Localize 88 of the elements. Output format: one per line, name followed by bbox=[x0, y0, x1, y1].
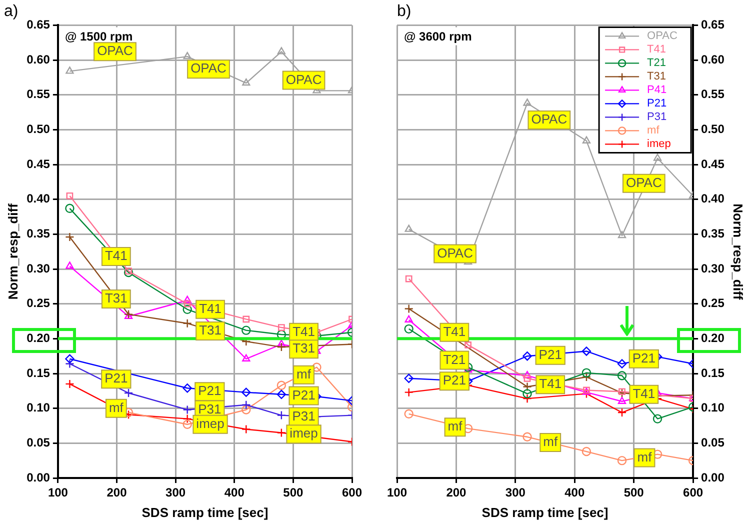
annotation: OPAC bbox=[437, 245, 473, 260]
legend-label: mf bbox=[647, 124, 660, 137]
y-tick-label: 0.05 bbox=[26, 435, 50, 450]
x-tick-label: 500 bbox=[283, 486, 304, 500]
y-tick-label: 0.40 bbox=[701, 192, 725, 206]
annotation: T41 bbox=[104, 248, 128, 264]
annotation: T41 bbox=[199, 300, 222, 316]
y-tick-label: 0.45 bbox=[26, 156, 50, 171]
x-tick-label: 100 bbox=[386, 486, 408, 500]
annotation: mf bbox=[296, 366, 312, 382]
y-tick-label: 0.35 bbox=[701, 226, 725, 240]
y-tick-label: 0.10 bbox=[701, 400, 725, 415]
annotation: P21 bbox=[538, 346, 562, 362]
y-tick-label: 0.00 bbox=[701, 470, 725, 484]
y-tick-label: 0.25 bbox=[701, 296, 725, 310]
annotation: mf bbox=[637, 449, 652, 464]
y-tick-label: 0.25 bbox=[26, 296, 50, 310]
y-tick-label: 0.60 bbox=[26, 52, 50, 66]
chart-title: b) bbox=[397, 3, 412, 20]
annotation: T41 bbox=[539, 376, 562, 392]
legend-label: T31 bbox=[647, 70, 666, 83]
annotation: OPAC bbox=[626, 174, 662, 190]
legend-label: P41 bbox=[647, 84, 667, 96]
y-tick-label: 0.65 bbox=[26, 18, 50, 32]
annotation: OPAC bbox=[531, 112, 568, 127]
y-tick-label: 0.10 bbox=[26, 400, 50, 415]
chart-title: a) bbox=[4, 3, 18, 20]
legend-label: imep bbox=[647, 138, 671, 150]
annotation: T31 bbox=[104, 290, 128, 306]
annotation: mf bbox=[448, 418, 463, 434]
y-tick-label: 0.55 bbox=[26, 87, 50, 102]
x-axis-title: SDS ramp time [sec] bbox=[482, 504, 608, 520]
x-tick-label: 500 bbox=[624, 486, 644, 500]
annotation: P21 bbox=[632, 350, 656, 366]
y-tick-label: 0.40 bbox=[26, 192, 50, 206]
y-tick-label: 0.15 bbox=[26, 366, 50, 380]
annotation: mf bbox=[108, 400, 124, 415]
y-tick-label: 0.45 bbox=[701, 156, 725, 171]
annotation: mf bbox=[543, 434, 558, 450]
annotation: P21 bbox=[442, 372, 466, 388]
annotation: OPAC bbox=[97, 43, 133, 58]
annotation: @ 3600 rpm bbox=[404, 30, 472, 44]
annotation: T31 bbox=[199, 322, 222, 338]
annotation: @ 1500 rpm bbox=[64, 30, 133, 44]
y-axis-title: Norm_resp_diff bbox=[730, 204, 746, 300]
y-tick-label: 0.60 bbox=[701, 52, 725, 66]
legend-label: P31 bbox=[647, 111, 667, 124]
y-axis-title: Norm_resp_diff bbox=[5, 202, 20, 300]
x-axis-title: SDS ramp time [sec] bbox=[142, 504, 268, 520]
legend-label: T21 bbox=[647, 57, 666, 70]
annotation: imep bbox=[290, 426, 318, 441]
annotation: P21 bbox=[292, 387, 316, 402]
y-tick-label: 0.65 bbox=[701, 18, 725, 32]
x-tick-label: 100 bbox=[48, 486, 68, 500]
x-tick-label: 600 bbox=[342, 486, 362, 500]
y-tick-label: 0.20 bbox=[26, 330, 50, 345]
x-tick-label: 300 bbox=[166, 486, 186, 500]
x-tick-label: 600 bbox=[683, 486, 704, 500]
annotation: T31 bbox=[292, 340, 315, 356]
annotation: OPAC bbox=[286, 72, 322, 87]
x-tick-label: 200 bbox=[446, 486, 467, 500]
legend-label: P21 bbox=[647, 98, 667, 110]
x-tick-label: 200 bbox=[106, 486, 128, 500]
annotation: T41 bbox=[292, 324, 315, 339]
annotation: T41 bbox=[443, 324, 466, 339]
y-tick-label: 0.50 bbox=[26, 122, 50, 136]
legend-label: OPAC bbox=[647, 30, 678, 42]
y-tick-label: 0.15 bbox=[701, 366, 725, 380]
y-tick-label: 0.55 bbox=[701, 87, 725, 102]
annotation: T21 bbox=[443, 352, 466, 367]
y-tick-label: 0.35 bbox=[26, 226, 50, 240]
x-tick-label: 300 bbox=[505, 486, 526, 500]
y-tick-label: 0.30 bbox=[26, 261, 50, 276]
annotation: P21 bbox=[198, 383, 222, 398]
annotation: OPAC bbox=[190, 60, 226, 76]
x-tick-label: 400 bbox=[564, 486, 585, 500]
x-tick-label: 400 bbox=[224, 486, 245, 500]
annotation: P21 bbox=[104, 370, 128, 386]
y-tick-label: 0.30 bbox=[701, 261, 725, 276]
y-tick-label: 0.20 bbox=[701, 330, 725, 345]
y-tick-label: 0.50 bbox=[701, 122, 725, 136]
annotation: P31 bbox=[292, 408, 316, 424]
annotation: T41 bbox=[632, 386, 656, 401]
annotation: imep bbox=[196, 416, 224, 431]
legend-label: T41 bbox=[647, 44, 666, 56]
y-tick-label: 0.00 bbox=[26, 470, 50, 484]
y-tick-label: 0.05 bbox=[701, 435, 725, 450]
annotation: P31 bbox=[198, 401, 222, 416]
